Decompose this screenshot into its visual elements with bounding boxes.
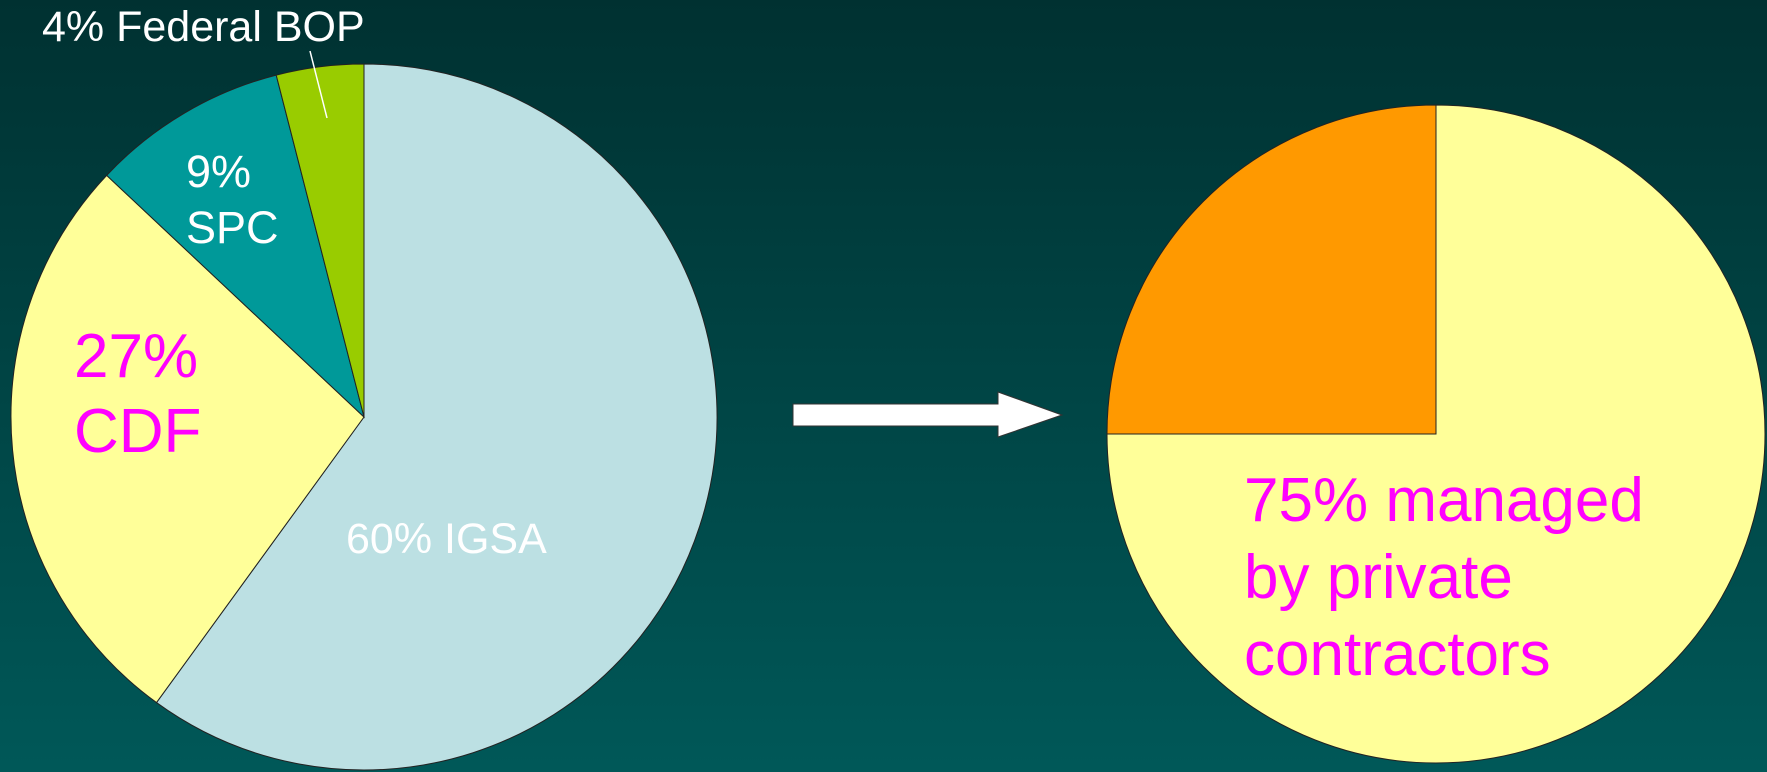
slice-label: 60% IGSA: [346, 515, 547, 563]
arrow: [792, 391, 1064, 438]
pie-slice: [1106, 104, 1766, 764]
slice-label: 9% SPC: [186, 146, 279, 253]
pie-slice: [275, 63, 365, 418]
pie-slice: [155, 63, 718, 771]
pie-slice: [10, 174, 365, 704]
leader-line: [309, 50, 328, 119]
pie-slice: [105, 74, 365, 419]
slice-label: 4% Federal BOP: [42, 3, 365, 51]
slice-label: 75% managed by private contractors: [1244, 466, 1644, 689]
slice-label: 27% CDF: [74, 322, 201, 466]
pie-slice: [1106, 104, 1437, 435]
